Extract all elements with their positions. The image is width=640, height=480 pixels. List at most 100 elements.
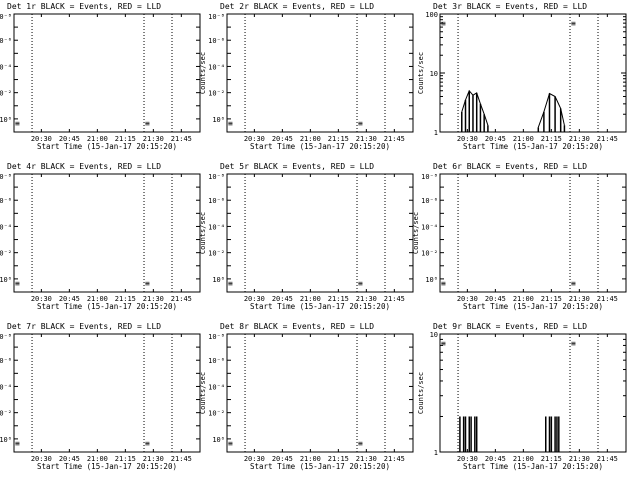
y-tick-label: 10⁻⁴ — [421, 223, 438, 231]
event-marker-glyph: ≡ — [145, 279, 150, 288]
y-tick-label: 10⁻⁶ — [208, 197, 225, 205]
x-tick-label: 21:30 — [356, 455, 377, 463]
x-tick-label: 21:30 — [569, 455, 590, 463]
x-tick-label: 21:00 — [513, 295, 534, 303]
event-marker-glyph: ≡ — [228, 119, 233, 128]
panel-det-7r: Det 7r BLACK = Events, RED = LLD 20:30 20:… — [0, 322, 201, 471]
y-tick-label: 10⁻⁸ — [208, 13, 225, 21]
x-axis-label: Start Time (15-Jan-17 20:15:20) — [250, 462, 390, 471]
y-tick-label: 10⁰ — [0, 436, 12, 444]
x-tick-label: 21:00 — [300, 135, 321, 143]
x-tick-label: 20:30 — [457, 135, 478, 143]
y-tick-label: 10⁰ — [425, 276, 438, 284]
x-tick-label: 21:30 — [569, 295, 590, 303]
panel-det-5r: Det 5r BLACK = Events, RED = LLD 20:30 20:… — [199, 162, 414, 311]
plot-frame — [226, 333, 414, 453]
event-marker-glyph: ≡ — [441, 19, 446, 28]
x-tick-label: 21:45 — [384, 295, 405, 303]
x-tick-label: 21:00 — [300, 295, 321, 303]
y-axis-label: Counts/sec — [199, 212, 207, 254]
panel-det-2r: Det 2r BLACK = Events, RED = LLD 20:30 20:… — [199, 2, 414, 151]
y-tick-label: 10⁻⁴ — [208, 63, 225, 71]
y-axis-label: Counts/sec — [199, 52, 207, 94]
y-tick-label: 10⁻² — [208, 250, 225, 258]
y-tick-label: 10 — [430, 331, 438, 339]
chart-title: Det 8r BLACK = Events, RED = LLD — [220, 322, 374, 331]
x-tick-label: 21:15 — [328, 455, 349, 463]
x-tick-label: 21:45 — [597, 135, 618, 143]
x-tick-label: 21:30 — [143, 295, 164, 303]
event-marker-glyph: ≡ — [441, 279, 446, 288]
y-tick-label: 10⁻² — [0, 250, 12, 258]
x-tick-label: 21:30 — [143, 135, 164, 143]
event-marker-glyph: ≡ — [358, 439, 363, 448]
y-tick-label: 10⁻² — [421, 250, 438, 258]
y-tick-label: 1 — [434, 449, 438, 457]
x-tick-label: 21:00 — [513, 455, 534, 463]
x-tick-label: 21:00 — [513, 135, 534, 143]
y-tick-label: 1 — [434, 129, 438, 137]
chart-title: Det 1r BLACK = Events, RED = LLD — [7, 2, 161, 11]
chart-title: Det 9r BLACK = Events, RED = LLD — [433, 322, 587, 331]
x-tick-label: 21:15 — [541, 295, 562, 303]
y-tick-label: 10⁻⁸ — [421, 173, 438, 181]
y-tick-label: 10⁻⁶ — [0, 357, 12, 365]
x-tick-label: 21:45 — [171, 455, 192, 463]
panel-det-9r: Det 9r BLACK = Events, RED = LLD 20:30 20:… — [417, 322, 627, 471]
y-tick-label: 10⁻² — [208, 90, 225, 98]
plot-frame — [439, 333, 627, 453]
y-axis-label: Counts/sec — [417, 372, 425, 414]
plot-frame — [13, 333, 201, 453]
x-tick-label: 21:00 — [300, 455, 321, 463]
y-tick-label: 10⁻⁴ — [208, 223, 225, 231]
panel-det-1r: Det 1r BLACK = Events, RED = LLD 20:30 20:… — [0, 2, 201, 151]
chart-title: Det 6r BLACK = Events, RED = LLD — [433, 162, 587, 171]
panel-det-6r: Det 6r BLACK = Events, RED = LLD 20:30 20:… — [412, 162, 627, 311]
y-tick-label: 10⁻⁴ — [208, 383, 225, 391]
y-axis-label: Counts/sec — [417, 52, 425, 94]
y-tick-label: 10⁻² — [0, 410, 12, 418]
y-tick-label: 10⁰ — [0, 116, 12, 124]
x-tick-label: 21:00 — [87, 295, 108, 303]
x-tick-label: 20:45 — [485, 455, 506, 463]
x-tick-label: 21:45 — [171, 135, 192, 143]
y-tick-label: 10⁻⁶ — [208, 37, 225, 45]
y-tick-label: 10⁰ — [0, 276, 12, 284]
panel-det-3r: Det 3r BLACK = Events, RED = LLD 20:30 20:… — [417, 2, 627, 151]
x-tick-label: 21:15 — [541, 455, 562, 463]
x-tick-label: 20:30 — [244, 295, 265, 303]
y-tick-label: 10⁻² — [208, 410, 225, 418]
x-tick-label: 21:30 — [569, 135, 590, 143]
y-axis-label: Counts/sec — [412, 212, 420, 254]
event-marker-glyph: ≡ — [15, 119, 20, 128]
panel-det-8r: Det 8r BLACK = Events, RED = LLD 20:30 20:… — [199, 322, 414, 471]
chart-title: Det 7r BLACK = Events, RED = LLD — [7, 322, 161, 331]
plot-frame — [439, 13, 627, 133]
y-axis-label: Counts/sec — [199, 372, 207, 414]
y-tick-label: 10⁻⁶ — [0, 197, 12, 205]
y-tick-label: 10⁻⁴ — [0, 63, 12, 71]
x-tick-label: 20:45 — [59, 295, 80, 303]
y-tick-label: 10⁻⁸ — [208, 333, 225, 341]
x-tick-label: 21:15 — [115, 455, 136, 463]
x-axis-label: Start Time (15-Jan-17 20:15:20) — [250, 302, 390, 311]
x-tick-label: 21:45 — [384, 135, 405, 143]
x-axis-label: Start Time (15-Jan-17 20:15:20) — [463, 302, 603, 311]
x-tick-label: 21:15 — [328, 135, 349, 143]
x-tick-label: 21:15 — [115, 135, 136, 143]
x-tick-label: 20:45 — [485, 135, 506, 143]
x-tick-label: 21:45 — [597, 295, 618, 303]
y-tick-label: 10 — [430, 70, 438, 78]
chart-title: Det 4r BLACK = Events, RED = LLD — [7, 162, 161, 171]
y-tick-label: 10⁰ — [212, 116, 225, 124]
x-tick-label: 20:30 — [457, 295, 478, 303]
event-marker-glyph: ≡ — [571, 19, 576, 28]
x-tick-label: 20:45 — [485, 295, 506, 303]
y-tick-label: 10⁻⁴ — [0, 383, 12, 391]
y-tick-label: 10⁰ — [212, 276, 225, 284]
plot-frame — [226, 173, 414, 293]
x-tick-label: 20:30 — [244, 455, 265, 463]
y-tick-label: 10⁻⁶ — [208, 357, 225, 365]
x-axis-label: Start Time (15-Jan-17 20:15:20) — [37, 462, 177, 471]
event-marker-glyph: ≡ — [228, 439, 233, 448]
